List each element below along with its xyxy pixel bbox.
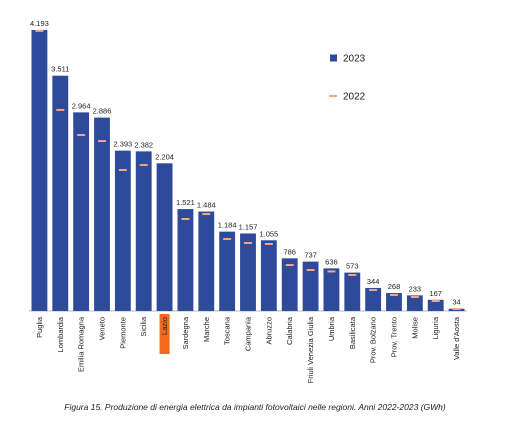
value-label: 2.964 [72, 101, 91, 110]
bar [52, 75, 69, 311]
x-tick-label: Abruzzo [264, 317, 273, 345]
value-label: 1.055 [259, 229, 278, 238]
x-tick-label: Liguria [431, 316, 440, 339]
bar [114, 150, 131, 311]
x-tick-label: Sicilia [139, 316, 148, 336]
bar [219, 231, 236, 311]
x-tick-label: Prov. Bolzano [369, 317, 378, 363]
x-tick-label: Puglia [35, 316, 44, 338]
x-tick-label: Basilicata [348, 316, 357, 349]
bar [135, 151, 152, 311]
value-label: 1.184 [218, 221, 237, 230]
value-label: 2.204 [155, 152, 174, 161]
bar [156, 163, 173, 311]
x-tick-label: Lombardia [56, 316, 65, 352]
value-label: 167 [429, 289, 442, 298]
value-label: 4.193 [30, 19, 49, 28]
value-label: 233 [409, 284, 422, 293]
x-tick-label: Molise [410, 317, 419, 339]
bar [240, 233, 256, 311]
x-tick-label: Umbria [327, 316, 336, 341]
value-label: 1.484 [197, 201, 216, 210]
value-label: 786 [283, 247, 296, 256]
x-tick-label: Marche [202, 317, 211, 342]
value-label: 2.382 [134, 140, 153, 149]
value-label: 2.886 [93, 107, 112, 116]
value-label: 268 [388, 282, 401, 291]
x-tick-label: Lazio [160, 317, 169, 335]
bar [260, 240, 277, 311]
bar [386, 293, 402, 311]
x-tick-label: Sardegna [181, 316, 190, 349]
x-tick-label: Calabria [285, 316, 294, 345]
value-label: 34 [452, 298, 460, 307]
bar [344, 272, 361, 311]
bar [427, 299, 444, 311]
highlight [159, 314, 170, 354]
x-tick-label: Friuli Venezia Giulia [306, 316, 315, 383]
x-tick-label: Piemonte [118, 317, 127, 349]
x-tick-label: Campania [244, 316, 253, 351]
x-tick-label: Emilia Romagna [77, 316, 86, 372]
bar [94, 117, 110, 311]
value-label: 737 [304, 251, 317, 260]
caption: Figura 15. Produzione di energia elettri… [64, 402, 446, 412]
bar [323, 268, 340, 311]
value-label: 1.157 [239, 222, 258, 231]
x-tick-label: Prov. Trento [390, 317, 399, 357]
bar [365, 287, 382, 311]
x-tick-label: Valle d'Aosta [452, 316, 461, 360]
bar [73, 112, 90, 312]
bar [31, 30, 48, 311]
value-label: 573 [346, 262, 359, 271]
x-tick-label: Veneto [98, 317, 107, 340]
legend-label: 2023 [343, 54, 366, 65]
bar [198, 211, 215, 311]
value-label: 3.511 [51, 65, 69, 74]
bar [406, 295, 423, 311]
legend-label: 2022 [343, 92, 366, 103]
bar [281, 258, 298, 311]
value-label: 344 [367, 277, 380, 286]
bar [302, 261, 319, 311]
x-tick-label: Toscana [223, 316, 232, 345]
bar [177, 209, 194, 311]
value-label: 2.393 [113, 140, 132, 149]
value-label: 636 [325, 257, 338, 266]
value-label: 1.521 [176, 198, 195, 207]
legend-swatch [330, 54, 337, 62]
